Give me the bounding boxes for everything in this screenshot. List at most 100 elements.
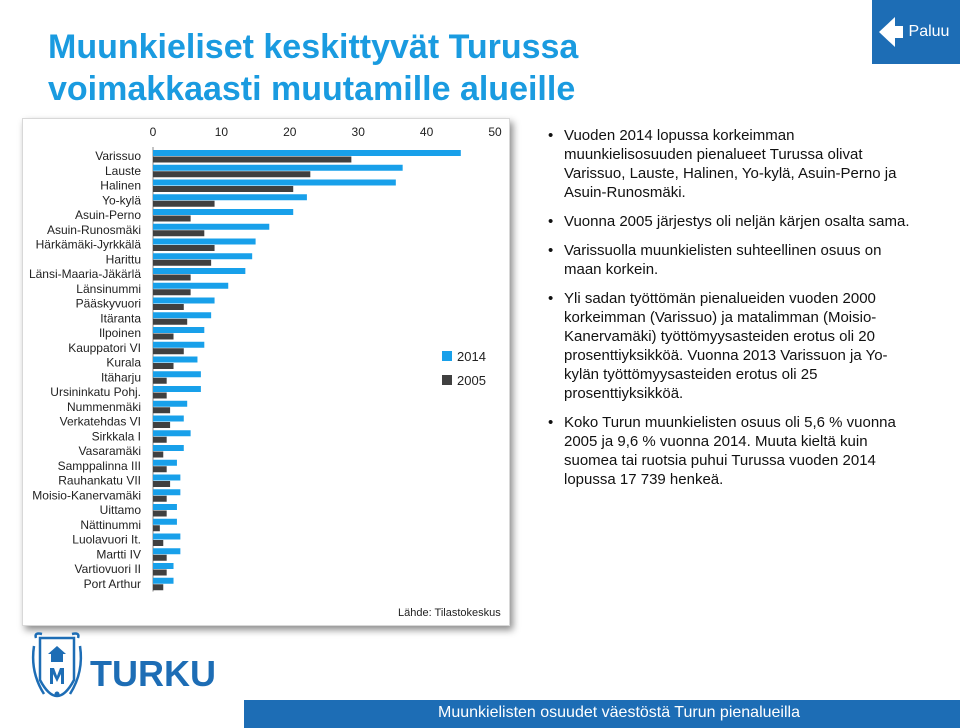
bar-2014	[153, 533, 181, 540]
category-label: Port Arthur	[84, 577, 141, 591]
page-title: Muunkieliset keskittyvät Turussa voimakk…	[48, 26, 748, 110]
legend-swatch-2014	[442, 351, 452, 361]
bar-2014	[153, 282, 229, 289]
bar-2005	[153, 200, 215, 207]
legend-label-2005: 2005	[457, 373, 486, 388]
bar-2014	[153, 327, 205, 333]
bar-2014	[153, 474, 181, 481]
category-label: Harittu	[106, 252, 141, 266]
bar-2014	[153, 548, 181, 555]
back-arrow-icon	[878, 17, 903, 47]
bar-2005	[153, 554, 167, 561]
bar-2014	[153, 504, 177, 510]
bar-2005	[153, 540, 164, 546]
bar-2014	[153, 445, 184, 451]
back-button[interactable]: Paluu	[872, 0, 960, 64]
bar-2005	[153, 377, 167, 384]
x-tick-label: 30	[352, 125, 366, 139]
bar-2014	[153, 386, 201, 392]
bar-2005	[153, 407, 171, 414]
bar-2005	[153, 230, 205, 237]
legend-swatch-2005	[442, 375, 452, 385]
category-label: Samppalinna III	[58, 459, 141, 473]
category-label: Sirkkala I	[92, 429, 141, 443]
bar-2014	[153, 430, 191, 437]
category-label: Itäranta	[100, 311, 141, 325]
category-label: Lauste	[105, 164, 141, 178]
category-label: Moisio-Kanervamäki	[32, 488, 141, 502]
bar-chart: 0 10 20 30 40 50VarissuoLausteHalinenYo-kyläA…	[29, 125, 502, 592]
bar-2005	[153, 245, 215, 251]
bar-2014	[153, 238, 256, 245]
title-line-1: Muunkieliset keskittyvät Turussa	[48, 28, 579, 66]
category-label: Nättinummi	[80, 518, 141, 532]
bullet-item-2: Vuonna 2005 järjestys oli neljän kärjen …	[540, 212, 920, 231]
bar-2014	[153, 341, 205, 348]
bar-2005	[153, 186, 294, 192]
x-tick-label: 50	[488, 125, 502, 139]
turku-crest-icon: TURKU	[31, 632, 216, 698]
bullet-item-5: Koko Turun muunkielisten osuus oli 5,6 %…	[540, 413, 920, 489]
bar-2005	[153, 289, 191, 296]
logo-text: TURKU	[90, 653, 216, 694]
bar-2014	[153, 312, 212, 319]
x-tick-label: 40	[420, 125, 434, 139]
bar-2005	[153, 466, 167, 473]
bar-2005	[153, 584, 164, 591]
back-button-label: Paluu	[908, 23, 950, 40]
bar-2005	[153, 495, 167, 502]
footer-bar: Muunkielisten osuudet väestöstä Turun pi…	[244, 700, 960, 728]
bullet-item-1: Vuoden 2014 lopussa korkeimman muunkieli…	[540, 126, 920, 202]
bar-2014	[153, 253, 253, 260]
bar-2014	[153, 518, 177, 525]
category-label: Härkämäki-Jyrkkälä	[36, 238, 142, 252]
bar-2014	[153, 194, 307, 201]
category-label: Yo-kylä	[102, 193, 141, 207]
turku-logo: TURKU	[30, 632, 220, 718]
bar-2014	[153, 371, 201, 378]
bar-2014	[153, 400, 188, 407]
bullet-item-3: Varissuolla muunkielisten suhteellinen o…	[540, 241, 920, 279]
bar-2014	[153, 179, 396, 186]
category-label: Halinen	[100, 179, 141, 193]
category-label: Varissuo	[95, 149, 141, 163]
bar-2005	[153, 422, 171, 428]
x-tick-label: 0	[150, 125, 157, 139]
bar-2005	[153, 318, 188, 325]
bar-2014	[153, 150, 461, 156]
category-label: Luolavuori It.	[72, 533, 141, 547]
category-label: Asuin-Perno	[75, 208, 141, 222]
bar-2014	[153, 268, 246, 274]
bar-2005	[153, 215, 191, 222]
bar-2005	[153, 569, 167, 576]
bar-2014	[153, 459, 177, 466]
category-label: Länsinummi	[76, 282, 141, 296]
category-label: Vasaramäki	[79, 444, 141, 458]
bar-2014	[153, 489, 181, 496]
bullet-item-4: Yli sadan työttömän pienalueiden vuoden …	[540, 289, 920, 403]
bar-2014	[153, 356, 198, 363]
bar-2014	[153, 563, 174, 569]
category-label: Kurala	[106, 356, 141, 370]
category-label: Rauhankatu VII	[58, 474, 141, 488]
category-label: Vartiovuori II	[75, 562, 141, 576]
footer-title: Muunkielisten osuudet väestöstä Turun pi…	[437, 704, 800, 721]
bar-2005	[153, 451, 164, 458]
chart-panel: 0 10 20 30 40 50 Varissuo Lauste Halinen Yo-kylä A…	[22, 118, 510, 626]
bar-2005	[153, 436, 167, 443]
bar-2005	[153, 333, 174, 340]
bar-2005	[153, 348, 184, 355]
bar-2005	[153, 259, 212, 266]
bar-2014	[153, 223, 270, 230]
bar-2005	[153, 510, 167, 517]
category-label: Länsi-Maaria-Jäkärlä	[29, 267, 141, 281]
bar-2005	[153, 392, 167, 399]
bar-2005	[153, 274, 191, 281]
category-label: Ilpoinen	[99, 326, 141, 340]
category-label: Ursininkatu Pohj.	[50, 385, 141, 399]
category-label: Asuin-Runosmäki	[47, 223, 141, 237]
category-label: Kauppatori VI	[68, 341, 141, 355]
category-label: Uittamo	[100, 503, 142, 517]
category-label: Pääskyvuori	[76, 297, 141, 311]
bar-2014	[153, 415, 184, 422]
